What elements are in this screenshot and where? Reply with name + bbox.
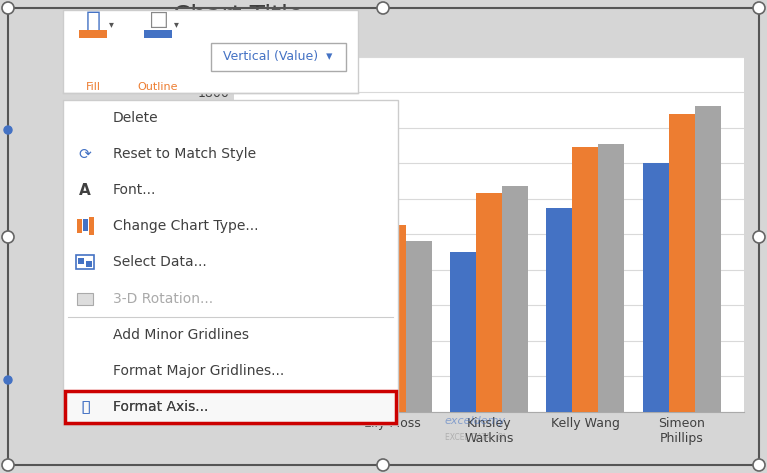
- Bar: [669, 114, 695, 412]
- Circle shape: [2, 231, 14, 243]
- Bar: [144, 30, 172, 38]
- Text: Add Minor Gridlines: Add Minor Gridlines: [113, 328, 249, 342]
- Text: Vertical (Value)  ▾: Vertical (Value) ▾: [223, 51, 333, 63]
- Circle shape: [4, 126, 12, 134]
- Bar: [380, 225, 406, 412]
- Text: 3-D Rotation...: 3-D Rotation...: [113, 292, 213, 306]
- Text: EXCEL DATA · BI: EXCEL DATA · BI: [446, 433, 505, 442]
- Text: ▾: ▾: [109, 19, 114, 29]
- Text: Change Chart Type...: Change Chart Type...: [113, 219, 258, 233]
- Circle shape: [377, 459, 389, 471]
- Text: Outline: Outline: [138, 82, 178, 92]
- Circle shape: [4, 376, 12, 384]
- Bar: [598, 144, 624, 412]
- Text: ▾: ▾: [174, 19, 179, 29]
- Text: Chart Title: Chart Title: [173, 4, 303, 28]
- Text: Format Axis...: Format Axis...: [113, 400, 209, 414]
- Bar: [406, 241, 432, 412]
- Text: Select Data...: Select Data...: [113, 255, 207, 270]
- Text: Format Major Gridlines...: Format Major Gridlines...: [113, 364, 285, 378]
- Circle shape: [2, 2, 14, 14]
- Bar: [77, 293, 93, 305]
- Bar: [354, 270, 380, 412]
- Bar: [83, 219, 88, 231]
- Text: ⬦: ⬦: [85, 10, 100, 34]
- Circle shape: [753, 459, 765, 471]
- Bar: [79, 30, 107, 38]
- Text: ⟳: ⟳: [79, 147, 91, 162]
- Text: 🖱: 🖱: [81, 400, 89, 414]
- Circle shape: [377, 2, 389, 14]
- Text: Format Axis...: Format Axis...: [113, 400, 209, 414]
- Bar: [78, 259, 84, 264]
- Bar: [643, 163, 669, 412]
- Bar: [65, 391, 396, 423]
- Text: Font...: Font...: [113, 183, 156, 197]
- Bar: [89, 218, 94, 236]
- Bar: [76, 255, 94, 270]
- Circle shape: [753, 231, 765, 243]
- Text: Delete: Delete: [113, 111, 159, 125]
- Text: exceldemy: exceldemy: [445, 416, 506, 426]
- Bar: [63, 10, 358, 93]
- Bar: [502, 186, 528, 412]
- Bar: [450, 252, 476, 412]
- Text: 🖱: 🖱: [81, 400, 89, 414]
- Bar: [77, 219, 82, 233]
- Circle shape: [753, 2, 765, 14]
- Circle shape: [2, 459, 14, 471]
- Text: Reset to Match Style: Reset to Match Style: [113, 147, 256, 161]
- Bar: [257, 287, 283, 412]
- Text: ☐: ☐: [148, 12, 168, 32]
- Bar: [572, 147, 598, 412]
- Bar: [546, 208, 572, 412]
- Text: Fill: Fill: [85, 82, 100, 92]
- Bar: [211, 43, 346, 71]
- Bar: [63, 100, 398, 425]
- Bar: [476, 193, 502, 412]
- Bar: [695, 106, 721, 412]
- Bar: [86, 262, 92, 268]
- Text: A: A: [79, 183, 91, 198]
